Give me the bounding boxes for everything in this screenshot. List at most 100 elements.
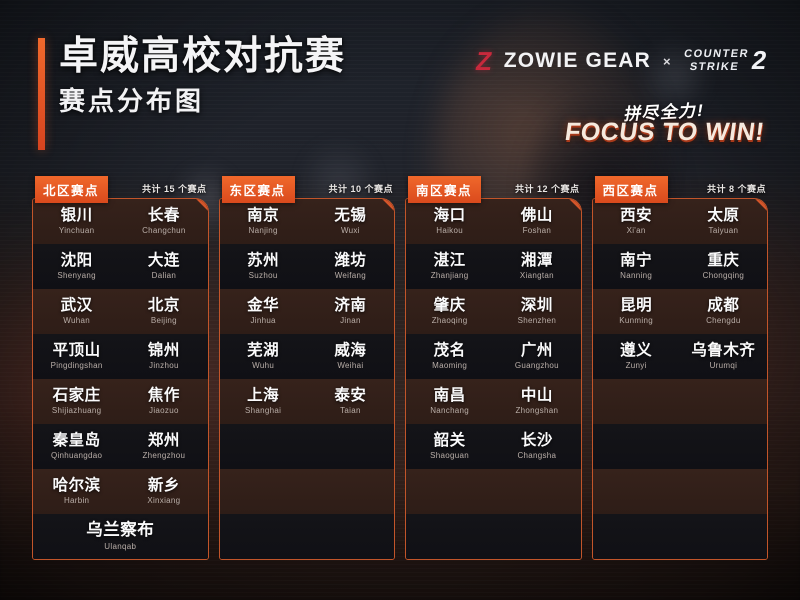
venue-cell[interactable]: 长春 Changchun	[120, 208, 207, 236]
venue-cell[interactable]: 乌鲁木齐 Urumqi	[680, 343, 767, 371]
venue-cell[interactable]: 昆明 Kunming	[593, 298, 680, 326]
venue-cell[interactable]: 北京 Beijing	[120, 298, 207, 326]
venue-cell[interactable]: 南京 Nanjing	[220, 208, 307, 236]
venue-cell[interactable]: 乌兰察布 Ulanqab	[33, 522, 208, 551]
venue-row: 上海 Shanghai 泰安 Taian	[220, 379, 395, 424]
row-stripe	[592, 289, 767, 334]
row-stripe	[220, 559, 395, 560]
venue-name-cn: 佛山	[520, 206, 553, 224]
venue-name-cn: 深圳	[520, 296, 553, 314]
venue-name-en: Chengdu	[706, 316, 741, 326]
venue-row: 南昌 Nanchang 中山 Zhongshan	[406, 379, 581, 424]
venue-cell[interactable]: 哈尔滨 Harbin	[33, 478, 120, 506]
venue-name-en: Shanghai	[245, 406, 282, 416]
row-stripe	[219, 469, 394, 514]
venue-name-en: Wuhu	[252, 361, 275, 371]
venue-cell[interactable]: 焦作 Jiaozuo	[120, 388, 207, 416]
venue-row: 武汉 Wuhan 北京 Beijing	[33, 289, 208, 334]
venue-cell[interactable]: 新乡 Xinxiang	[120, 478, 207, 506]
venue-cell[interactable]: 广州 Guangzhou	[493, 343, 580, 371]
row-stripe	[219, 424, 394, 469]
slogan-block: 拼尽全力! FOCUS TO WIN!	[563, 98, 766, 147]
venue-cell[interactable]: 南昌 Nanchang	[406, 388, 493, 416]
venue-cell[interactable]: 海口 Haikou	[406, 208, 493, 236]
venue-cell[interactable]: 无锡 Wuxi	[307, 208, 394, 236]
row-stripe	[33, 379, 208, 424]
row-stripe	[592, 379, 767, 424]
row-stripe	[219, 379, 394, 424]
venue-cell[interactable]: 上海 Shanghai	[220, 388, 307, 416]
venue-name-en: Nanning	[620, 271, 653, 281]
region-badge[interactable]: 北区赛点	[35, 176, 109, 203]
venue-cell[interactable]: 韶关 Shaoguan	[406, 433, 493, 461]
venue-cell[interactable]: 金华 Jinhua	[220, 298, 307, 326]
venue-cell[interactable]: 太原 Taiyuan	[680, 208, 767, 236]
venue-cell[interactable]: 秦皇岛 Qinhuangdao	[33, 433, 120, 461]
region-panel-body: 海口 Haikou 佛山 Foshan 湛江 Zhanjiang 湘潭 Xiangtan 肇庆 Z…	[405, 198, 582, 560]
venue-cell[interactable]: 西安 Xi'an	[593, 208, 680, 236]
venue-rows: 海口 Haikou 佛山 Foshan 湛江 Zhanjiang 湘潭 Xiangtan 肇庆 Z…	[406, 199, 581, 559]
venue-cell[interactable]: 郑州 Zhengzhou	[120, 433, 207, 461]
venue-cell[interactable]: 平顶山 Pingdingshan	[33, 343, 120, 371]
venue-name-en: Jiaozuo	[149, 406, 179, 416]
row-stripe	[33, 514, 208, 559]
row-stripe	[33, 424, 208, 469]
row-stripe	[406, 469, 581, 514]
panel-corner-cut-icon	[753, 199, 768, 213]
venue-name-en: Weihai	[337, 361, 364, 371]
venue-row: 乌兰察布 Ulanqab	[33, 514, 208, 559]
venue-cell[interactable]: 威海 Weihai	[307, 343, 394, 371]
row-stripe	[592, 334, 767, 379]
venue-cell[interactable]: 济南 Jinan	[307, 298, 394, 326]
venue-name-cn: 肇庆	[433, 296, 466, 314]
venue-name-cn: 石家庄	[52, 386, 101, 404]
venue-cell[interactable]: 武汉 Wuhan	[33, 298, 120, 326]
venue-cell[interactable]: 重庆 Chongqing	[680, 253, 767, 281]
venue-name-en: Nanchang	[430, 406, 470, 416]
venue-name-en: Shenyang	[57, 271, 96, 281]
venue-name-en: Zunyi	[625, 361, 647, 371]
venue-cell[interactable]: 芜湖 Wuhu	[220, 343, 307, 371]
page-title-block: 卓威高校对抗赛 赛点分布图	[38, 34, 346, 150]
row-stripe	[219, 199, 394, 244]
venue-row: 苏州 Suzhou 潍坊 Weifang	[220, 244, 395, 289]
venue-cell[interactable]: 湘潭 Xiangtan	[493, 253, 580, 281]
venue-cell[interactable]: 中山 Zhongshan	[493, 388, 580, 416]
venue-cell[interactable]: 成都 Chengdu	[680, 298, 767, 326]
region-panel-body: 南京 Nanjing 无锡 Wuxi 苏州 Suzhou 潍坊 Weifang 金华 Jinhua…	[218, 198, 395, 560]
venue-cell[interactable]: 南宁 Nanning	[593, 253, 680, 281]
region-badge[interactable]: 东区赛点	[221, 176, 295, 203]
venue-cell[interactable]: 佛山 Foshan	[493, 208, 580, 236]
venue-name-cn: 乌鲁木齐	[691, 341, 756, 359]
venue-name-cn: 大连	[147, 251, 180, 269]
venue-name-cn: 上海	[247, 386, 280, 404]
venue-name-en: Xiangtan	[519, 271, 554, 281]
region-badge[interactable]: 西区赛点	[594, 176, 668, 203]
venue-cell[interactable]: 石家庄 Shijiazhuang	[33, 388, 120, 416]
region-venue-count: 共计 12 个赛点	[514, 184, 580, 194]
venue-name-en: Guangzhou	[514, 361, 559, 371]
row-stripes	[592, 199, 767, 559]
venue-name-en: Weifang	[334, 271, 367, 281]
venue-name-cn: 长沙	[520, 431, 553, 449]
venue-cell[interactable]: 泰安 Taian	[307, 388, 394, 416]
venue-cell[interactable]: 遵义 Zunyi	[593, 343, 680, 371]
venue-name-en: Ulanqab	[104, 541, 137, 551]
title-texts: 卓威高校对抗赛 赛点分布图	[59, 34, 346, 116]
region-badge[interactable]: 南区赛点	[408, 176, 482, 203]
venue-cell[interactable]: 锦州 Jinzhou	[120, 343, 207, 371]
venue-cell[interactable]: 长沙 Changsha	[493, 433, 580, 461]
cs-line-strike: STRIKE	[688, 61, 740, 73]
venue-cell[interactable]: 潍坊 Weifang	[307, 253, 394, 281]
venue-cell[interactable]: 深圳 Shenzhen	[493, 298, 580, 326]
venue-cell[interactable]: 大连 Dalian	[120, 253, 207, 281]
venue-cell[interactable]: 苏州 Suzhou	[220, 253, 307, 281]
venue-cell[interactable]: 茂名 Maoming	[406, 343, 493, 371]
venue-cell[interactable]: 湛江 Zhanjiang	[406, 253, 493, 281]
venue-cell[interactable]: 沈阳 Shenyang	[33, 253, 120, 281]
venue-cell[interactable]: 银川 Yinchuan	[33, 208, 120, 236]
venue-name-en: Shaoguan	[430, 451, 470, 461]
region-panel: 西区赛点 共计 8 个赛点 西安 Xi'an 太原 Taiyuan 南宁 Nanning 重庆 C…	[591, 176, 768, 560]
venue-cell[interactable]: 肇庆 Zhaoqing	[406, 298, 493, 326]
venue-name-en: Taiyuan	[708, 226, 739, 236]
